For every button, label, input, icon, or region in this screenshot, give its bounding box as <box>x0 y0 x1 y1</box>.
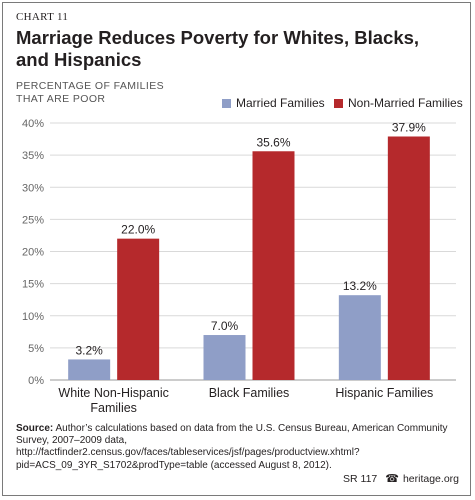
source-text: Author’s calculations based on data from… <box>16 423 448 471</box>
legend-swatch-non-married <box>334 98 343 108</box>
bar <box>203 335 246 380</box>
bell-icon: ☎ <box>385 473 399 485</box>
chart-number: CHART 11 <box>16 11 69 23</box>
legend-swatch-married <box>222 98 231 108</box>
source-note: Source: Author’s calculations based on d… <box>16 423 456 472</box>
data-label: 35.6% <box>256 135 290 149</box>
data-label: 7.0% <box>211 319 239 333</box>
bar <box>252 151 295 380</box>
y-tick-label: 40% <box>22 118 44 130</box>
y-tick-label: 15% <box>22 279 44 291</box>
data-label: 37.9% <box>392 120 426 134</box>
source-label: Source: <box>16 423 54 434</box>
y-tick-label: 0% <box>28 375 44 387</box>
bar <box>387 136 430 380</box>
x-tick-label: White Non-Hispanic Families <box>58 386 168 415</box>
y-tick-label: 30% <box>22 182 44 194</box>
y-tick-label: 20% <box>22 247 44 259</box>
data-label: 22.0% <box>121 223 155 237</box>
y-axis-label: PERCENTAGE OF FAMILIES THAT ARE POOR <box>16 80 165 105</box>
bar <box>117 238 160 380</box>
y-tick-label: 25% <box>22 214 44 226</box>
legend-item-non-married: Non-Married Families <box>334 96 463 110</box>
x-tick-label: Black Families <box>209 386 290 400</box>
y-tick-label: 5% <box>28 343 44 355</box>
bar <box>68 359 111 380</box>
y-tick-label: 10% <box>22 311 44 323</box>
y-tick-label: 35% <box>22 150 44 162</box>
site-name: heritage.org <box>402 472 459 485</box>
legend-label-non-married: Non-Married Families <box>348 96 463 110</box>
legend-label-married: Married Families <box>236 96 325 110</box>
report-id: SR 117 <box>343 472 378 485</box>
x-tick-label: Hispanic Families <box>335 386 433 400</box>
bar <box>338 295 381 380</box>
legend-item-married: Married Families <box>222 96 325 110</box>
chart-title: Marriage Reduces Poverty for Whites, Bla… <box>16 27 420 70</box>
chart-frame <box>2 2 471 496</box>
footer: SR 117 ☎ heritage.org <box>343 472 459 486</box>
data-label: 13.2% <box>343 279 377 293</box>
data-label: 3.2% <box>75 343 103 357</box>
